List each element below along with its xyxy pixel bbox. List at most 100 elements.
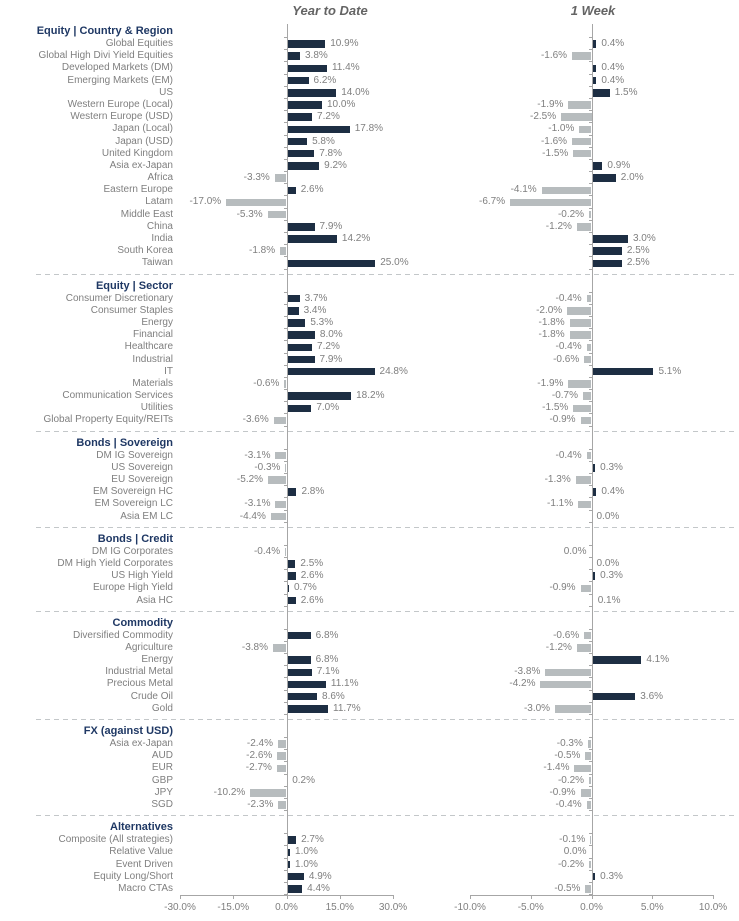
bar-positive (286, 319, 306, 327)
bar-positive (286, 488, 297, 496)
value-label: 8.0% (319, 329, 343, 341)
category-label: India (151, 233, 173, 244)
bar-negative (540, 680, 592, 689)
x-axis-labels: -30.0% -15.0% 0.0% 15.0% 30.0% -10.0% -5.0% 0.0… (0, 901, 739, 915)
value-label: 8.6% (322, 690, 345, 702)
plot-cell-ytd: -0.3% (180, 462, 440, 474)
value-label: 0.4% (601, 62, 625, 74)
bar-positive (286, 885, 303, 893)
bar-negative (267, 210, 287, 219)
value-label: -2.7% (245, 762, 272, 774)
category-axis-tick (588, 376, 592, 378)
data-row: SGD -2.3% -0.4% (0, 798, 739, 812)
section-separator (0, 523, 739, 532)
plot-cell-ytd: 11.7% (180, 703, 440, 715)
value-label: 0.4% (601, 38, 625, 49)
category-label: Macro CTAs (118, 882, 173, 894)
data-row: Asia ex-Japan -2.4% -0.3% (0, 738, 739, 751)
data-row: Industrial 7.9% -0.6% (0, 354, 739, 366)
value-label: 11.7% (333, 702, 361, 714)
category-axis-tick (588, 785, 592, 787)
value-label: 0.3% (600, 870, 623, 882)
plot-cell-ytd (180, 820, 440, 835)
category-label: Diversified Commodity (72, 629, 173, 641)
data-row: Agriculture -3.8% -1.2% (0, 642, 739, 655)
plot-cell-ytd: 9.2% (180, 160, 440, 173)
data-row: Relative Value 1.0% 0.0% (0, 846, 739, 859)
x-axis-tick-label: -10.0% (454, 902, 486, 914)
bar-positive (286, 149, 315, 158)
bar-positive (286, 572, 296, 580)
category-axis-tick (283, 640, 287, 642)
category-axis-tick (283, 810, 287, 812)
bar-negative (587, 740, 592, 748)
category-label: Precious Metal (106, 678, 173, 690)
category-axis-tick (283, 473, 287, 474)
category-axis-tick (588, 232, 592, 233)
data-row: Communication Services 18.2% -0.7% (0, 390, 739, 403)
category-label: Japan (USD) (115, 135, 173, 147)
value-label: -0.2% (557, 208, 585, 220)
bar-negative (586, 294, 592, 303)
bar-negative (573, 149, 592, 158)
value-label: -0.5% (554, 882, 581, 894)
value-label: -0.1% (559, 834, 586, 846)
value-label: 0.0% (596, 557, 620, 569)
category-axis-tick (588, 473, 592, 474)
value-label: -3.8% (514, 666, 541, 678)
category-label: Equity Long/Short (93, 870, 174, 882)
plot-cell-ytd: -0.6% (180, 378, 440, 391)
plot-cell-ytd: 11.1% (180, 678, 440, 691)
plot-cell-week: 5.1% (440, 366, 739, 378)
plot-cell-ytd: -0.4% (180, 546, 440, 558)
plot-cell-week: -0.5% (440, 750, 739, 763)
bar-negative (574, 764, 592, 773)
bar-positive (286, 40, 326, 48)
value-label: 4.9% (308, 870, 332, 882)
category-axis-tick (283, 328, 287, 330)
plot-cell-ytd (180, 24, 440, 38)
bar-positive (286, 848, 291, 857)
plot-cell-ytd: 7.8% (180, 148, 440, 160)
bar-negative (575, 476, 592, 484)
bar-positive (591, 464, 596, 472)
data-row: Industrial Metal 7.1% -3.8% (0, 666, 739, 679)
plot-cell-week (440, 532, 739, 546)
value-label: 7.2% (317, 341, 340, 353)
category-label: DM IG Corporates (91, 545, 173, 557)
category-axis-tick (588, 134, 592, 136)
bar-positive (286, 235, 337, 243)
data-row: India 14.2% 3.0% (0, 233, 739, 246)
value-label: 10.0% (327, 98, 356, 110)
plot-cell-ytd: -3.8% (180, 642, 440, 655)
data-row: JPY -10.2% -0.9% (0, 787, 739, 799)
value-label: -1.1% (547, 498, 574, 510)
category-axis-tick (283, 653, 287, 655)
value-label: -5.3% (236, 208, 263, 220)
value-label: 1.5% (614, 86, 638, 98)
category-axis-tick (588, 593, 592, 595)
plot-cell-ytd: 3.8% (180, 50, 440, 63)
category-axis-tick (283, 881, 287, 883)
plot-cell-week: -1.9% (440, 378, 739, 391)
category-axis-tick (283, 315, 287, 317)
data-row: EUR -2.7% -1.4% (0, 762, 739, 775)
category-label: Materials (132, 377, 173, 389)
category-label: Global Equities (105, 38, 173, 49)
plot-cell-week: 3.0% (440, 233, 739, 246)
category-label: Global Property Equity/REITs (43, 414, 174, 426)
bar-negative (568, 101, 592, 109)
bar-negative (576, 223, 592, 231)
data-row: US Sovereign -0.3% 0.3% (0, 462, 739, 474)
bar-positive (591, 247, 622, 255)
x-axis-tick-label: 0.0% (580, 902, 603, 914)
value-label: 5.1% (658, 365, 682, 377)
plot-cell-week: -2.5% (440, 111, 739, 124)
value-label: 2.8% (301, 486, 325, 498)
value-label: -2.4% (246, 738, 273, 749)
plot-cell-week: -1.9% (440, 99, 739, 112)
plot-cell-ytd: 6.8% (180, 654, 440, 667)
bar-negative (572, 52, 592, 60)
value-label: -2.3% (247, 798, 274, 810)
bar-positive (286, 705, 329, 713)
